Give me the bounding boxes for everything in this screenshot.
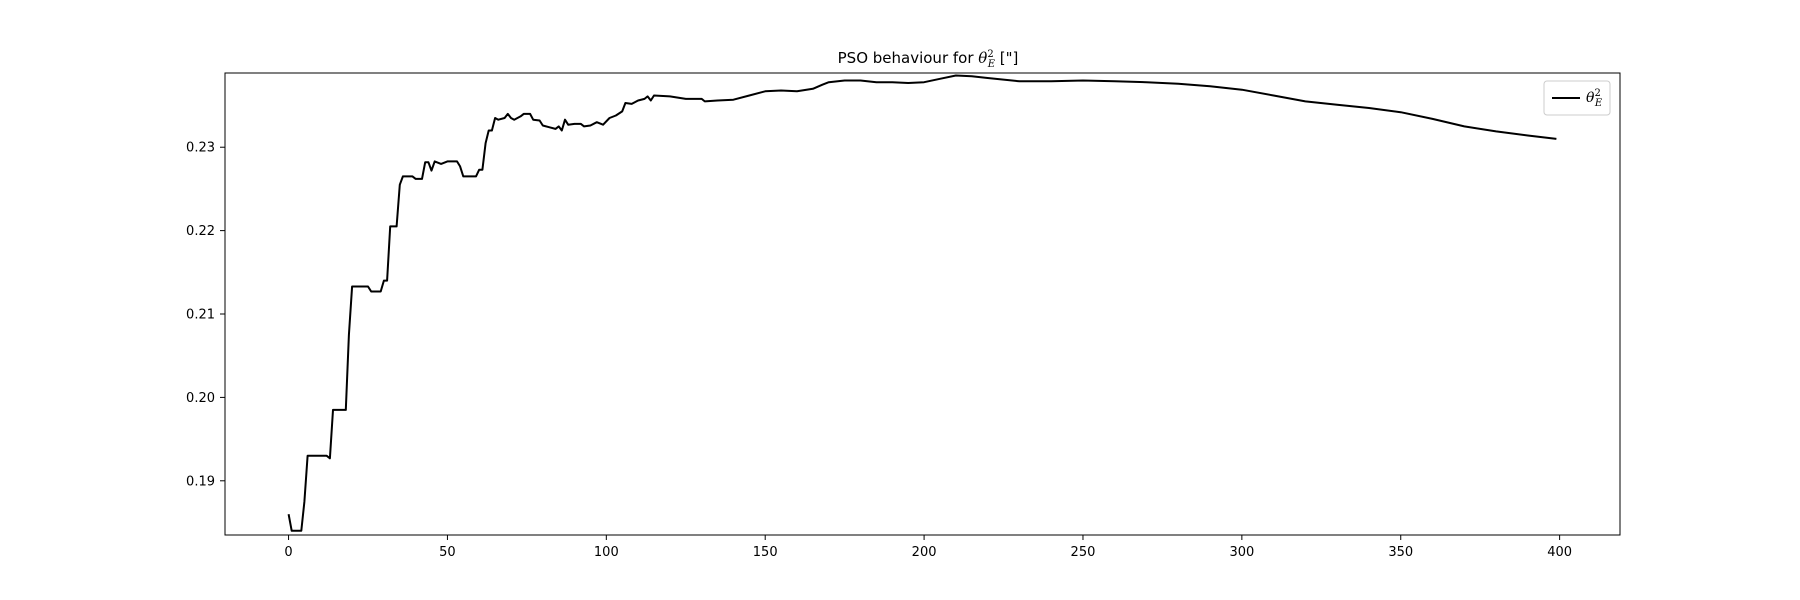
title-suffix: ["] [995, 49, 1018, 67]
x-tick-label: 300 [1229, 545, 1254, 560]
title-subscript: E [987, 59, 996, 70]
title-symbol: θ [978, 49, 987, 67]
legend-label: θ2 E [1586, 88, 1603, 109]
plot-area: 0 50 100 150 200 250 300 350 400 0.19 0.20 0.21 0.2… [186, 72, 1621, 560]
plot-frame [224, 72, 1621, 536]
title-superscript: 2 [987, 49, 993, 60]
chart-title: PSO behaviour for θ2 E ["] [838, 49, 1019, 70]
x-tick-label: 200 [912, 545, 937, 560]
legend-symbol: θ [1586, 90, 1595, 106]
title-prefix: PSO behaviour for [838, 49, 979, 67]
y-tick-label: 0.19 [186, 474, 215, 489]
legend-superscript: 2 [1594, 88, 1600, 99]
y-axis: 0.19 0.20 0.21 0.22 0.23 [186, 141, 225, 489]
x-tick-label: 0 [284, 545, 292, 560]
x-tick-label: 50 [439, 545, 456, 560]
x-tick-label: 400 [1547, 545, 1572, 560]
x-axis: 0 50 100 150 200 250 300 350 400 [284, 535, 1572, 560]
series-line-theta-e-squared [287, 74, 1557, 532]
y-tick-label: 0.20 [186, 391, 215, 406]
y-tick-label: 0.22 [186, 224, 215, 239]
y-tick-label: 0.23 [186, 141, 215, 156]
x-tick-label: 250 [1071, 545, 1096, 560]
x-tick-label: 150 [753, 545, 778, 560]
x-tick-label: 350 [1388, 545, 1413, 560]
legend: θ2 E [1543, 80, 1611, 116]
legend-subscript: E [1594, 98, 1603, 109]
y-tick-label: 0.21 [186, 308, 215, 323]
x-tick-label: 100 [594, 545, 619, 560]
